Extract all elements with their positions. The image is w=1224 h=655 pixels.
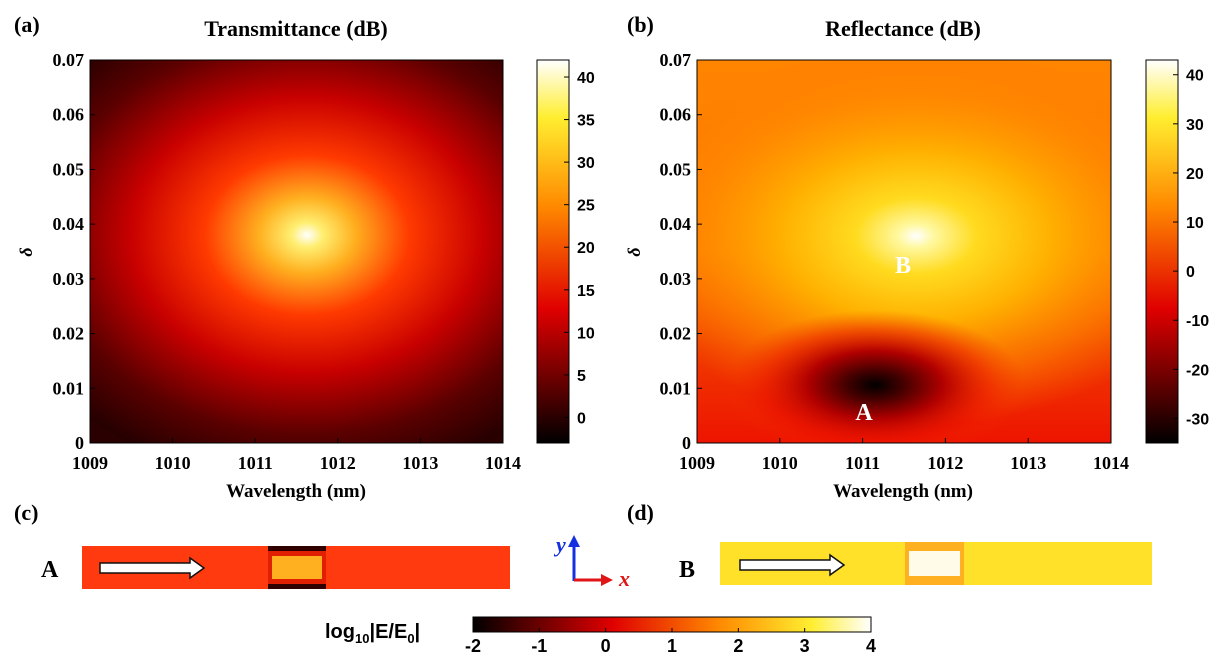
plot-frame-b bbox=[696, 59, 1112, 444]
colorbar-tick-label: 10 bbox=[1186, 215, 1204, 232]
y-tick-label: 0 bbox=[682, 433, 691, 453]
x-tick-label: 1011 bbox=[238, 453, 273, 473]
heatmap-a bbox=[90, 60, 503, 443]
field-point-label-a: A bbox=[41, 557, 59, 583]
annotation-b: B bbox=[895, 253, 911, 279]
y-tick-label: 0 bbox=[75, 433, 84, 453]
colorbar-b bbox=[1145, 59, 1179, 444]
colorbar-tick-label: 0 bbox=[1186, 264, 1195, 281]
field-colorbar-label: log10|E/E0| bbox=[325, 621, 420, 646]
field-colorbar-tick-label: 1 bbox=[667, 636, 677, 655]
colorbar-tick-label: 20 bbox=[1186, 166, 1204, 183]
x-tick-label: 1014 bbox=[485, 453, 521, 473]
coordinate-axes-icon: y x bbox=[553, 532, 630, 591]
field-colorbar-tick-label: 2 bbox=[733, 636, 743, 655]
x-tick-label: 1011 bbox=[845, 453, 880, 473]
colorbar-tick-label: 5 bbox=[577, 368, 586, 385]
colorbar-tick-label: 40 bbox=[577, 70, 595, 87]
y-tick-label: 0.03 bbox=[660, 269, 692, 289]
field-colorbar-tick-label: 3 bbox=[800, 636, 810, 655]
x-tick-label: 1009 bbox=[679, 453, 715, 473]
plot-frame-a bbox=[89, 59, 504, 444]
panel-label-d: (d) bbox=[627, 500, 654, 525]
colorbar-tick-label: 25 bbox=[577, 198, 595, 215]
field-map-a-center bbox=[272, 556, 322, 579]
colorbar-tick-label: 30 bbox=[577, 155, 595, 172]
colorbar-tick-label: 30 bbox=[1186, 117, 1204, 134]
x-tick-label: 1014 bbox=[1093, 453, 1129, 473]
x-axis-glyph: x bbox=[618, 566, 630, 591]
y-tick-label: 0.02 bbox=[53, 324, 85, 344]
colorbar-tick-label: -10 bbox=[1186, 313, 1209, 330]
x-tick-label: 1012 bbox=[320, 453, 356, 473]
colorbar-tick-label: -30 bbox=[1186, 411, 1209, 428]
heatmap-b bbox=[697, 60, 1111, 443]
colorbar-tick-label: 10 bbox=[577, 325, 595, 342]
field-colorbar-tick-label: 4 bbox=[866, 636, 876, 655]
y-axis-glyph: y bbox=[553, 532, 566, 557]
y-tick-label: 0.05 bbox=[53, 159, 85, 179]
incident-arrow-icon bbox=[99, 556, 206, 580]
y-tick-label: 0.02 bbox=[660, 324, 692, 344]
field-colorbar-tick-label: 0 bbox=[601, 636, 611, 655]
colorbar-tick-label: -20 bbox=[1186, 362, 1209, 379]
ylabel-a: δ bbox=[16, 247, 36, 256]
y-tick-label: 0.04 bbox=[660, 214, 692, 234]
y-tick-label: 0.01 bbox=[53, 378, 85, 398]
y-tick-label: 0.07 bbox=[660, 50, 692, 70]
xlabel-a: Wavelength (nm) bbox=[226, 481, 366, 502]
colorbar-tick-label: 20 bbox=[577, 240, 595, 257]
colorbar-a bbox=[536, 59, 570, 444]
y-tick-label: 0.07 bbox=[53, 50, 85, 70]
colorbar-tick-label: 35 bbox=[577, 113, 595, 130]
colorbar-tick-label: 40 bbox=[1186, 68, 1204, 85]
field-point-label-b: B bbox=[679, 557, 695, 583]
x-tick-label: 1010 bbox=[155, 453, 191, 473]
x-tick-label: 1009 bbox=[72, 453, 108, 473]
panel-label-b: (b) bbox=[627, 12, 654, 37]
y-tick-label: 0.01 bbox=[660, 378, 692, 398]
incident-arrow-icon bbox=[739, 553, 846, 577]
transmittance-peak bbox=[90, 60, 503, 443]
chart-title-b: Reflectance (dB) bbox=[825, 16, 981, 41]
colorbar-tick-label: 15 bbox=[577, 283, 595, 300]
y-tick-label: 0.03 bbox=[53, 269, 85, 289]
xlabel-b: Wavelength (nm) bbox=[833, 481, 973, 502]
x-tick-label: 1010 bbox=[762, 453, 798, 473]
x-tick-label: 1012 bbox=[927, 453, 963, 473]
y-tick-label: 0.06 bbox=[660, 105, 692, 125]
x-tick-label: 1013 bbox=[402, 453, 438, 473]
field-colorbar-tick-label: -2 bbox=[465, 636, 481, 655]
field-colorbar-tick-label: -1 bbox=[531, 636, 547, 655]
colorbar-tick-label: 0 bbox=[577, 410, 586, 427]
y-tick-label: 0.05 bbox=[660, 159, 692, 179]
reflectance-dip bbox=[725, 310, 1025, 443]
panel-label-a: (a) bbox=[14, 12, 40, 37]
annotation-a: A bbox=[855, 400, 873, 426]
ylabel-b: δ bbox=[624, 247, 644, 256]
x-tick-label: 1013 bbox=[1010, 453, 1046, 473]
panel-label-c: (c) bbox=[14, 500, 38, 525]
y-tick-label: 0.04 bbox=[53, 214, 85, 234]
chart-title-a: Transmittance (dB) bbox=[204, 16, 388, 41]
y-tick-label: 0.06 bbox=[53, 105, 85, 125]
field-map-b-center bbox=[909, 551, 960, 576]
